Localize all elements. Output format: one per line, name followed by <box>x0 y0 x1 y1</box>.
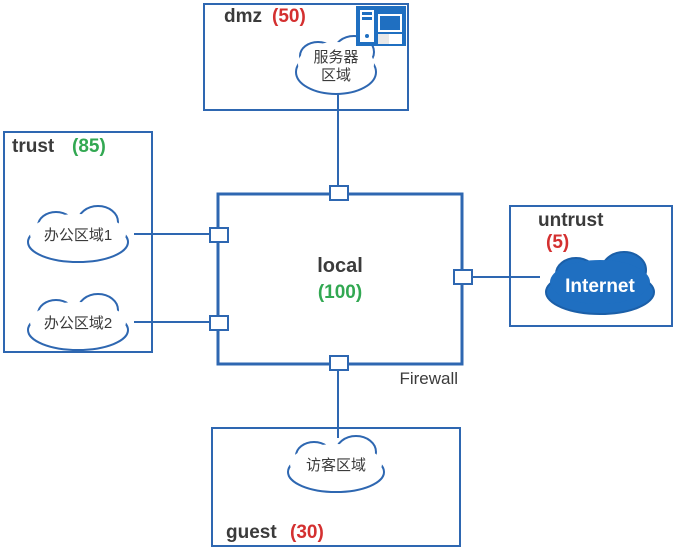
port-bottom <box>330 356 348 370</box>
cloud-guest-zone-label: 访客区域 <box>306 457 366 474</box>
firewall-label: Firewall <box>399 369 458 388</box>
trust-label: trust <box>12 136 55 157</box>
port-right <box>454 270 472 284</box>
guest-value: (30) <box>290 522 324 543</box>
port-top <box>330 186 348 200</box>
firewall-box <box>218 194 462 364</box>
firewall-zone-diagram: local (100) Firewall dmz (50) 服务器 区域 tru… <box>0 0 678 554</box>
untrust-value: (5) <box>546 232 569 253</box>
cloud-office-zone-2-label: 办公区域2 <box>44 315 112 332</box>
cloud-office-zone-1-label: 办公区域1 <box>44 227 112 244</box>
dmz-label: dmz <box>224 6 262 27</box>
port-left-upper <box>210 228 228 242</box>
center-label: local <box>317 255 363 277</box>
port-left-lower <box>210 316 228 330</box>
cloud-internet-label: Internet <box>565 276 635 297</box>
trust-value: (85) <box>72 136 106 157</box>
cloud-server-zone-label2: 区域 <box>321 67 351 84</box>
untrust-label: untrust <box>538 210 604 231</box>
guest-label: guest <box>226 522 277 543</box>
cloud-server-zone-label1: 服务器 <box>313 49 358 66</box>
dmz-value: (50) <box>272 6 306 27</box>
center-value: (100) <box>318 282 362 303</box>
server-icon <box>356 6 406 46</box>
